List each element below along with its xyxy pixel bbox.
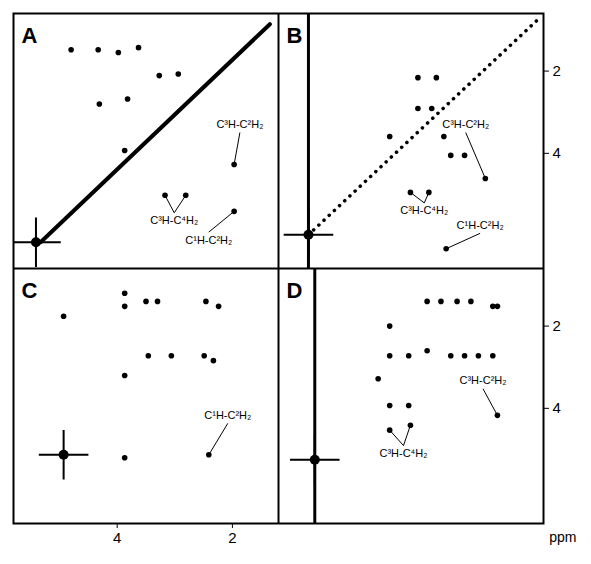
svg-text:4: 4 [553, 399, 561, 416]
svg-text:A: A [22, 23, 38, 48]
svg-text:C¹H-C²H₂: C¹H-C²H₂ [185, 234, 232, 246]
svg-text:C³H-C⁴H₂: C³H-C⁴H₂ [379, 447, 427, 459]
svg-text:C³H-C⁴H₂: C³H-C⁴H₂ [400, 204, 448, 216]
svg-text:C¹H-C²H₂: C¹H-C²H₂ [204, 409, 251, 421]
svg-text:C³H-C²H₂: C³H-C²H₂ [442, 118, 489, 130]
svg-text:2: 2 [228, 529, 236, 546]
svg-text:D: D [287, 278, 303, 303]
svg-text:4: 4 [113, 529, 121, 546]
svg-text:ppm: ppm [549, 529, 576, 545]
svg-text:2: 2 [553, 62, 561, 79]
svg-text:C³H-C²H₂: C³H-C²H₂ [216, 118, 263, 130]
svg-text:C³H-C⁴H₂: C³H-C⁴H₂ [150, 214, 198, 226]
svg-text:4: 4 [553, 144, 561, 161]
svg-text:B: B [287, 23, 303, 48]
svg-text:C³H-C²H₂: C³H-C²H₂ [459, 374, 506, 386]
svg-text:C: C [22, 278, 38, 303]
svg-text:2: 2 [553, 317, 561, 334]
svg-text:C¹H-C²H₂: C¹H-C²H₂ [457, 219, 504, 231]
